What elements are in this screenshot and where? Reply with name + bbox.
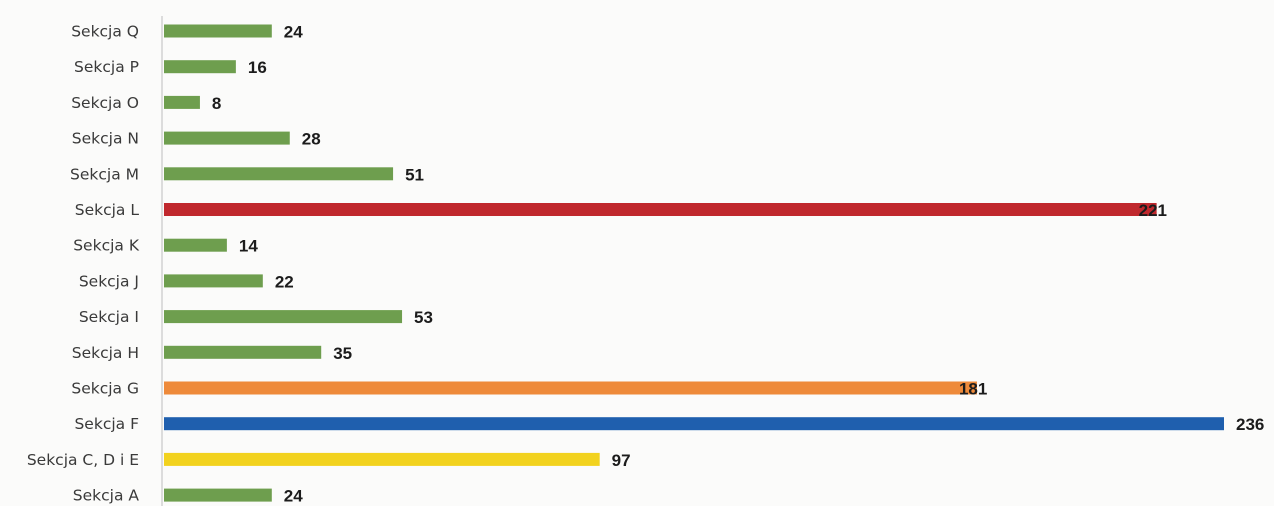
category-label: Sekcja A xyxy=(73,487,140,505)
category-label: Sekcja F xyxy=(74,415,139,433)
value-label: 24 xyxy=(284,23,303,42)
category-label: Sekcja I xyxy=(79,308,139,326)
category-label: Sekcja O xyxy=(71,94,139,112)
category-label: Sekcja H xyxy=(72,344,139,362)
value-label: 53 xyxy=(414,308,433,327)
value-label: 22 xyxy=(275,272,294,291)
value-label: 28 xyxy=(302,130,321,149)
bar xyxy=(164,488,272,502)
bar xyxy=(164,452,600,466)
bar xyxy=(164,60,236,74)
bars xyxy=(164,24,1224,502)
value-label: 8 xyxy=(212,94,221,113)
category-label: Sekcja K xyxy=(73,237,140,255)
value-label: 24 xyxy=(284,487,303,506)
bar xyxy=(164,345,322,359)
bar xyxy=(164,310,403,324)
bar xyxy=(164,24,272,38)
bar xyxy=(164,203,1157,216)
bar xyxy=(164,417,1224,431)
category-label: Sekcja M xyxy=(70,165,139,183)
bar xyxy=(164,274,263,288)
category-label: Sekcja Q xyxy=(71,23,139,41)
value-label: 181 xyxy=(959,380,987,399)
bar xyxy=(164,381,977,395)
value-label: 14 xyxy=(239,237,258,256)
value-label: 51 xyxy=(405,165,424,184)
bar xyxy=(164,167,394,181)
category-label: Sekcja C, D i E xyxy=(27,451,139,469)
value-label: 221 xyxy=(1139,201,1167,220)
category-label: Sekcja P xyxy=(74,58,139,76)
category-label: Sekcja N xyxy=(72,130,139,148)
bar xyxy=(164,131,290,145)
value-label: 16 xyxy=(248,58,267,77)
bar xyxy=(164,238,227,252)
category-label: Sekcja G xyxy=(71,380,139,398)
category-label: Sekcja L xyxy=(75,201,140,219)
value-label: 97 xyxy=(612,451,631,470)
value-label: 35 xyxy=(333,344,352,363)
value-label: 236 xyxy=(1236,415,1264,434)
value-labels: 24 16 8 28 51 221 14 22 53 35 181 236 97 24 xyxy=(212,23,1264,506)
bar xyxy=(164,95,200,109)
category-labels: Sekcja Q Sekcja P Sekcja O Sekcja N Sekcja M… xyxy=(27,23,140,505)
category-label: Sekcja J xyxy=(79,272,139,290)
